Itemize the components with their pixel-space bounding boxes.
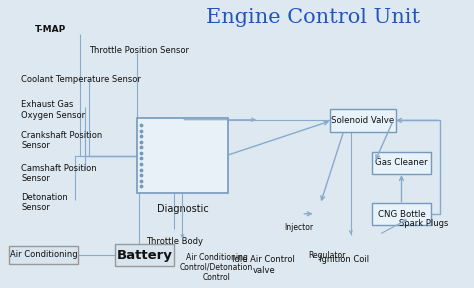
- Text: Detonation
Sensor: Detonation Sensor: [21, 193, 68, 213]
- Point: [137, 156, 145, 161]
- Point: [137, 140, 145, 144]
- FancyBboxPatch shape: [330, 109, 396, 132]
- FancyBboxPatch shape: [372, 203, 431, 225]
- Point: [137, 178, 145, 183]
- Point: [137, 145, 145, 150]
- Text: Regulator: Regulator: [309, 251, 346, 260]
- Text: Air Conditioning: Air Conditioning: [10, 250, 77, 259]
- Point: [137, 134, 145, 139]
- Text: Diagnostic: Diagnostic: [156, 204, 209, 214]
- FancyBboxPatch shape: [115, 244, 174, 266]
- Text: Throttle Position Sensor: Throttle Position Sensor: [90, 46, 190, 55]
- Text: Gas Cleaner: Gas Cleaner: [375, 158, 428, 167]
- Text: Injector: Injector: [284, 223, 314, 232]
- Point: [137, 128, 145, 133]
- Text: Solenoid Valve: Solenoid Valve: [331, 116, 394, 125]
- Text: Air Conditioning
Control/Detonation
Control: Air Conditioning Control/Detonation Cont…: [180, 253, 253, 282]
- Text: Idle Air Control
valve: Idle Air Control valve: [232, 255, 295, 275]
- Point: [137, 167, 145, 172]
- Text: CNG Bottle: CNG Bottle: [378, 210, 425, 219]
- Point: [137, 184, 145, 188]
- Text: Camshaft Position
Sensor: Camshaft Position Sensor: [21, 164, 97, 183]
- Text: T-MAP: T-MAP: [36, 25, 66, 34]
- Point: [137, 162, 145, 166]
- Point: [137, 151, 145, 155]
- Point: [137, 123, 145, 128]
- Text: Spark Plugs: Spark Plugs: [399, 219, 448, 228]
- Point: [137, 173, 145, 177]
- FancyBboxPatch shape: [372, 152, 431, 174]
- FancyBboxPatch shape: [137, 118, 228, 193]
- Text: Crankshaft Position
Sensor: Crankshaft Position Sensor: [21, 131, 102, 150]
- Text: Coolant Temperature Sensor: Coolant Temperature Sensor: [21, 75, 141, 84]
- Text: Throttle Body: Throttle Body: [146, 237, 203, 246]
- Text: Exhaust Gas
Oxygen Sensor: Exhaust Gas Oxygen Sensor: [21, 100, 85, 120]
- Text: Battery: Battery: [117, 249, 173, 262]
- Text: Ignition Coil: Ignition Coil: [319, 255, 369, 264]
- FancyBboxPatch shape: [9, 246, 78, 264]
- Text: Engine Control Unit: Engine Control Unit: [206, 7, 420, 26]
